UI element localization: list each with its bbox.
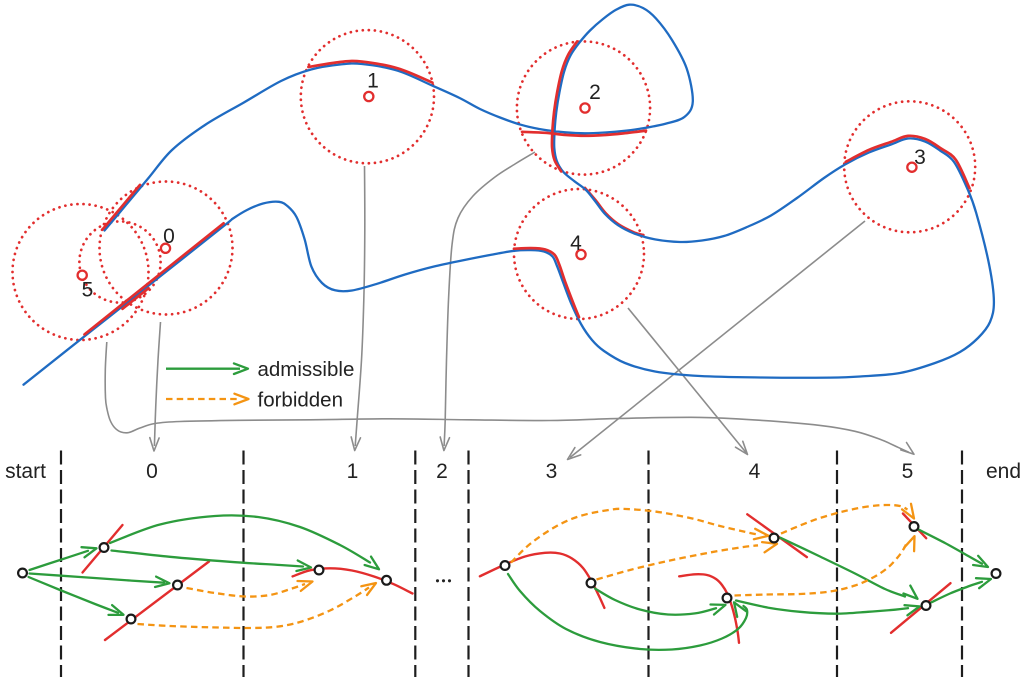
svg-text:3: 3	[914, 146, 926, 169]
svg-text:2: 2	[436, 460, 448, 483]
svg-text:1: 1	[347, 460, 359, 483]
svg-text:admissible: admissible	[258, 358, 355, 381]
svg-text:4: 4	[749, 460, 761, 483]
svg-text:0: 0	[146, 460, 158, 483]
svg-text:3: 3	[546, 460, 558, 483]
svg-text:4: 4	[570, 232, 582, 255]
svg-text:0: 0	[163, 225, 175, 248]
svg-text:start: start	[5, 460, 46, 483]
svg-text:1: 1	[367, 70, 379, 93]
svg-text:end: end	[986, 460, 1021, 483]
svg-text:forbidden: forbidden	[258, 389, 343, 412]
svg-text:5: 5	[82, 279, 94, 302]
svg-text:2: 2	[589, 81, 601, 104]
svg-text:5: 5	[902, 460, 914, 483]
